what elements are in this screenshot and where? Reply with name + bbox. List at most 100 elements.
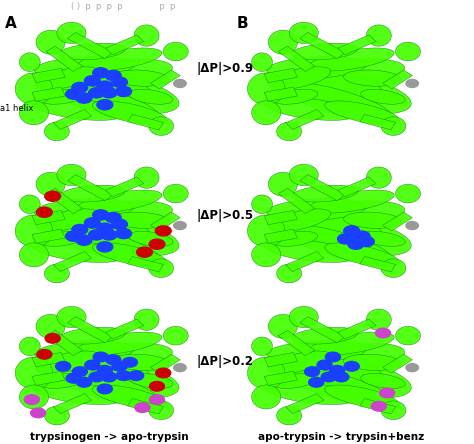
- Polygon shape: [264, 353, 297, 367]
- Ellipse shape: [266, 341, 366, 363]
- Ellipse shape: [39, 353, 179, 398]
- Polygon shape: [383, 70, 412, 89]
- Polygon shape: [247, 73, 285, 105]
- Polygon shape: [264, 210, 297, 225]
- Polygon shape: [54, 110, 91, 129]
- Polygon shape: [338, 177, 376, 197]
- Polygon shape: [19, 101, 48, 125]
- Circle shape: [55, 361, 71, 371]
- Circle shape: [89, 230, 104, 240]
- Polygon shape: [247, 357, 285, 389]
- Circle shape: [105, 71, 121, 80]
- Circle shape: [93, 68, 109, 78]
- Polygon shape: [289, 306, 319, 328]
- Ellipse shape: [325, 101, 400, 125]
- Circle shape: [37, 349, 52, 359]
- Ellipse shape: [32, 381, 124, 404]
- Polygon shape: [278, 46, 315, 71]
- Ellipse shape: [34, 56, 134, 79]
- Ellipse shape: [325, 385, 400, 409]
- Text: |ΔP|>0.5: |ΔP|>0.5: [197, 209, 254, 222]
- Polygon shape: [366, 25, 392, 46]
- Ellipse shape: [92, 101, 167, 125]
- Polygon shape: [300, 317, 345, 343]
- Ellipse shape: [268, 67, 331, 89]
- Circle shape: [85, 360, 100, 370]
- Ellipse shape: [36, 214, 149, 242]
- Ellipse shape: [282, 83, 392, 122]
- Ellipse shape: [34, 341, 134, 363]
- Ellipse shape: [268, 214, 382, 242]
- Circle shape: [93, 352, 108, 362]
- Ellipse shape: [282, 367, 392, 406]
- Polygon shape: [57, 164, 86, 186]
- Ellipse shape: [282, 225, 392, 264]
- Polygon shape: [36, 172, 65, 196]
- Ellipse shape: [309, 48, 394, 71]
- Ellipse shape: [32, 239, 124, 262]
- Polygon shape: [366, 167, 392, 188]
- Polygon shape: [134, 309, 159, 330]
- Circle shape: [65, 89, 82, 99]
- Circle shape: [309, 377, 324, 387]
- Circle shape: [358, 237, 374, 246]
- Ellipse shape: [39, 211, 179, 256]
- Polygon shape: [149, 259, 173, 278]
- Circle shape: [375, 328, 391, 338]
- Polygon shape: [46, 46, 82, 71]
- Circle shape: [173, 364, 186, 372]
- Circle shape: [84, 218, 100, 228]
- Circle shape: [101, 230, 117, 240]
- Ellipse shape: [268, 72, 382, 100]
- Text: trypsinogen -> apo-trypsin: trypsinogen -> apo-trypsin: [30, 432, 188, 442]
- Polygon shape: [150, 212, 180, 231]
- Polygon shape: [286, 252, 324, 271]
- Circle shape: [329, 365, 345, 375]
- Polygon shape: [381, 259, 406, 278]
- Polygon shape: [32, 68, 65, 83]
- Polygon shape: [67, 174, 113, 201]
- Ellipse shape: [36, 209, 99, 231]
- Polygon shape: [32, 210, 65, 225]
- Polygon shape: [381, 117, 406, 135]
- Polygon shape: [264, 229, 297, 243]
- Polygon shape: [134, 167, 159, 188]
- Polygon shape: [277, 122, 301, 141]
- Ellipse shape: [292, 43, 358, 60]
- Ellipse shape: [264, 239, 356, 262]
- Ellipse shape: [49, 83, 160, 122]
- Polygon shape: [163, 326, 188, 345]
- Ellipse shape: [273, 231, 318, 246]
- Circle shape: [334, 372, 349, 382]
- Ellipse shape: [41, 89, 85, 104]
- Ellipse shape: [128, 89, 173, 104]
- Polygon shape: [277, 264, 301, 283]
- Polygon shape: [106, 177, 144, 197]
- Ellipse shape: [41, 373, 85, 388]
- Ellipse shape: [271, 69, 411, 114]
- Circle shape: [89, 88, 104, 98]
- Ellipse shape: [111, 212, 169, 228]
- Circle shape: [93, 210, 109, 220]
- Circle shape: [45, 191, 61, 201]
- Ellipse shape: [59, 43, 126, 60]
- Circle shape: [31, 408, 46, 418]
- Polygon shape: [300, 32, 345, 59]
- Circle shape: [317, 360, 332, 370]
- Circle shape: [122, 357, 137, 367]
- Ellipse shape: [39, 69, 179, 114]
- Ellipse shape: [266, 198, 366, 221]
- Text: A: A: [5, 16, 17, 31]
- Text: apo-trypsin -> trypsin+benz: apo-trypsin -> trypsin+benz: [258, 432, 424, 442]
- Polygon shape: [46, 330, 82, 356]
- Polygon shape: [338, 35, 376, 55]
- Polygon shape: [149, 117, 173, 135]
- Polygon shape: [15, 73, 53, 105]
- Ellipse shape: [92, 243, 167, 267]
- Polygon shape: [163, 184, 188, 203]
- Ellipse shape: [271, 211, 411, 256]
- Polygon shape: [360, 257, 396, 272]
- Polygon shape: [252, 101, 281, 125]
- Ellipse shape: [46, 343, 173, 377]
- Polygon shape: [36, 30, 65, 54]
